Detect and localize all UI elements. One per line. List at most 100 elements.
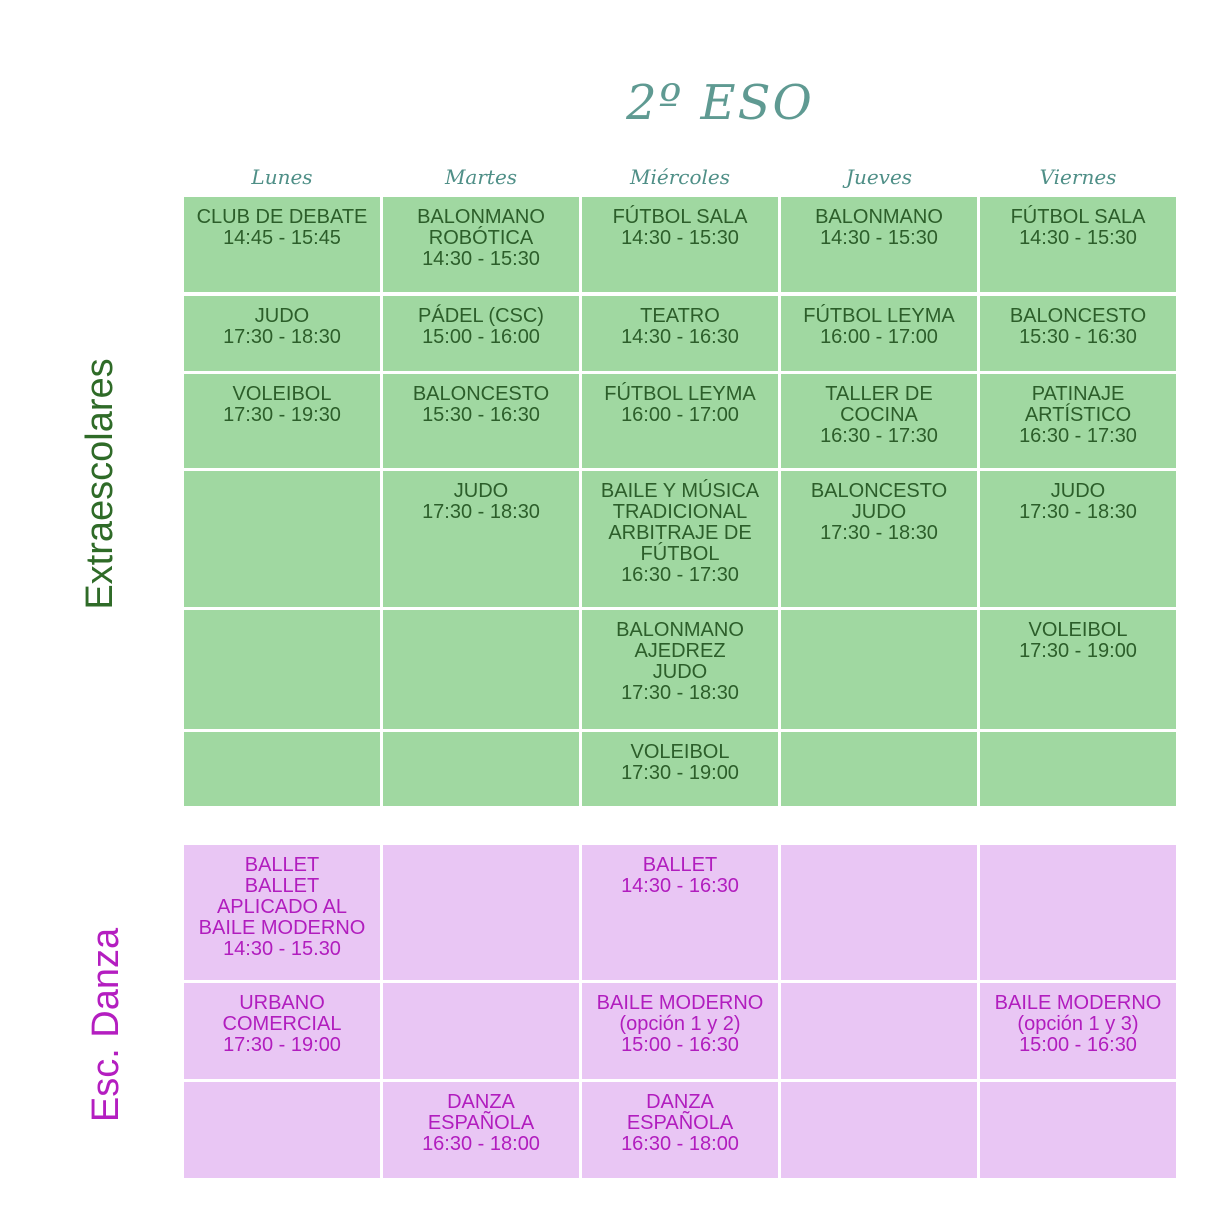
danza-cell-r0-c4 [980,845,1176,980]
activity-line: BAILE MODERNO [596,992,764,1014]
extra-cell-r1-c3: FÚTBOL LEYMA 16:00 - 17:00 [781,296,977,371]
danza-cell-r2-c0 [184,1082,380,1178]
extra-cell-r1-c1: PÁDEL (CSC) 15:00 - 16:00 [383,296,579,371]
extra-cell-r1-c2: TEATRO 14:30 - 16:30 [582,296,778,371]
activity-line: JUDO [254,305,310,327]
section-label-danza: Esc. Danza [85,927,127,1123]
activity-line: 14:30 - 15:30 [820,227,938,249]
activity-line: 16:00 - 17:00 [621,404,739,426]
extra-cell-r5-c1 [383,732,579,806]
activity-line: AJEDREZ [634,640,726,662]
activity-line: BAILE MODERNO [198,917,366,939]
activity-line: COCINA [840,404,918,426]
activity-line: 16:30 - 18:00 [422,1133,540,1155]
day-header-4: Viernes [1039,165,1117,189]
activity-line: 17:30 - 18:30 [621,682,739,704]
extra-cell-r2-c4: PATINAJE ARTÍSTICO 16:30 - 17:30 [980,374,1176,468]
activity-line: BALLET [244,875,320,897]
extra-cell-r3-c2: BAILE Y MÚSICA TRADICIONAL ARBITRAJE DE FÚT… [582,471,778,607]
day-header-0: Lunes [251,165,313,189]
extra-cell-r4-c0 [184,610,380,729]
danza-cell-r2-c4 [980,1082,1176,1178]
activity-line: 14:30 - 15:30 [621,227,739,249]
extra-cell-r4-c2: BALONMANO AJEDREZ JUDO 17:30 - 18:30 [582,610,778,729]
activity-line: BALONCESTO [1009,305,1147,327]
activity-line: COMERCIAL [222,1013,342,1035]
activity-line: APLICADO AL [216,896,348,918]
extra-cell-r0-c4: FÚTBOL SALA 14:30 - 15:30 [980,197,1176,292]
extra-cell-r0-c2: FÚTBOL SALA 14:30 - 15:30 [582,197,778,292]
activity-line: 14:30 - 15:30 [1019,227,1137,249]
activity-line: BALONCESTO [412,383,550,405]
extra-cell-r5-c4 [980,732,1176,806]
activity-line: JUDO [652,661,708,683]
activity-line: FÚTBOL LEYMA [604,383,756,405]
danza-cell-r2-c3 [781,1082,977,1178]
extra-cell-r3-c3: BALONCESTO JUDO 17:30 - 18:30 [781,471,977,607]
activity-line: 17:30 - 18:30 [422,501,540,523]
danza-cell-r0-c3 [781,845,977,980]
extra-cell-r4-c4: VOLEIBOL 17:30 - 19:00 [980,610,1176,729]
extra-cell-r0-c0: CLUB DE DEBATE 14:45 - 15:45 [184,197,380,292]
day-header-3: Jueves [845,165,913,189]
extra-cell-r0-c1: BALONMANO ROBÓTICA 14:30 - 15:30 [383,197,579,292]
day-header-2: Miércoles [629,165,730,189]
activity-line: (opción 1 y 2) [619,1013,741,1035]
activity-line: 14:30 - 15.30 [223,938,341,960]
extra-cell-r5-c2: VOLEIBOL 17:30 - 19:00 [582,732,778,806]
danza-cell-r0-c1 [383,845,579,980]
extra-cell-r3-c4: JUDO 17:30 - 18:30 [980,471,1176,607]
activity-line: BALLET [642,854,718,876]
activity-line: 15:30 - 16:30 [422,404,540,426]
danza-cell-r1-c1 [383,983,579,1079]
activity-line: JUDO [453,480,509,502]
activity-line: 14:30 - 16:30 [621,326,739,348]
extra-cell-r3-c1: JUDO 17:30 - 18:30 [383,471,579,607]
activity-line: VOLEIBOL [232,383,332,405]
activity-line: VOLEIBOL [630,741,730,763]
danza-cell-r1-c0: URBANO COMERCIAL 17:30 - 19:00 [184,983,380,1079]
activity-line: 15:00 - 16:30 [1019,1034,1137,1056]
activity-line: DANZA [646,1091,714,1113]
activity-line: 16:30 - 17:30 [820,425,938,447]
danza-cell-r1-c3 [781,983,977,1079]
activity-line: 14:45 - 15:45 [223,227,341,249]
activity-line: 17:30 - 19:00 [223,1034,341,1056]
activity-line: CLUB DE DEBATE [196,206,368,228]
activity-line: BALONMANO [815,206,943,228]
activity-line: BALONMANO [616,619,744,641]
activity-line: JUDO [1050,480,1106,502]
extra-cell-r5-c0 [184,732,380,806]
danza-cell-r1-c2: BAILE MODERNO (opción 1 y 2) 15:00 - 16:30 [582,983,778,1079]
activity-line: TEATRO [640,305,720,327]
danza-cell-r1-c4: BAILE MODERNO (opción 1 y 3) 15:00 - 16:30 [980,983,1176,1079]
extra-cell-r2-c1: BALONCESTO 15:30 - 16:30 [383,374,579,468]
danza-cell-r2-c1: DANZA ESPAÑOLA 16:30 - 18:00 [383,1082,579,1178]
activity-line: FÚTBOL SALA [1010,206,1146,228]
danza-cell-r2-c2: DANZA ESPAÑOLA 16:30 - 18:00 [582,1082,778,1178]
activity-line: TALLER DE [825,383,933,405]
activity-line: 17:30 - 19:00 [621,762,739,784]
extra-cell-r1-c0: JUDO 17:30 - 18:30 [184,296,380,371]
activity-line: ARBITRAJE DE [608,522,752,544]
activity-line: BALONMANO [417,206,545,228]
activity-line: 14:30 - 15:30 [422,248,540,270]
day-header-1: Martes [444,165,518,189]
extra-cell-r4-c3 [781,610,977,729]
activity-line: ESPAÑOLA [427,1112,535,1134]
activity-line: FÚTBOL SALA [612,206,748,228]
activity-line: ARTÍSTICO [1024,404,1132,426]
activity-line: 17:30 - 18:30 [820,522,938,544]
activity-line: BALLET [244,854,320,876]
extra-cell-r5-c3 [781,732,977,806]
section-label-extraescolares: Extraescolares [79,358,121,610]
activity-line: URBANO [239,992,325,1014]
activity-line: BALONCESTO [810,480,948,502]
activity-line: 16:00 - 17:00 [820,326,938,348]
page-title: 2º ESO [626,75,814,131]
extra-cell-r1-c4: BALONCESTO 15:30 - 16:30 [980,296,1176,371]
activity-line: ROBÓTICA [428,227,534,249]
extra-cell-r2-c2: FÚTBOL LEYMA 16:00 - 17:00 [582,374,778,468]
activity-line: PÁDEL (CSC) [418,305,544,327]
danza-cell-r0-c2: BALLET 14:30 - 16:30 [582,845,778,980]
